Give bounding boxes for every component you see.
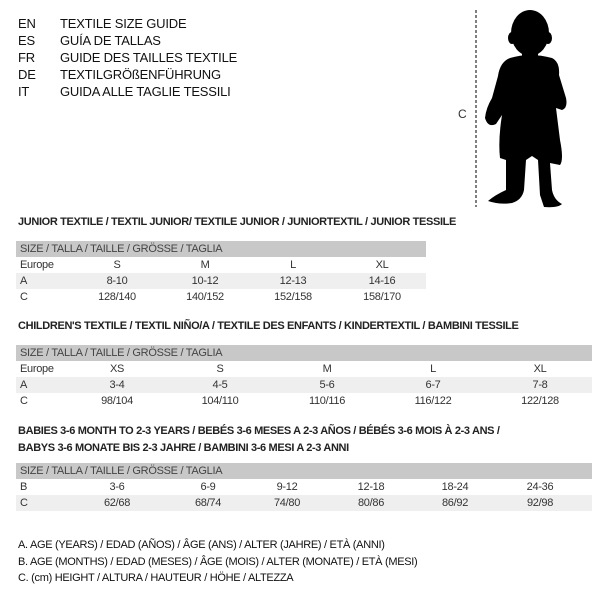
table-cell: 4-5: [212, 379, 228, 391]
lang-code-de: DE: [18, 67, 36, 82]
table-cell: 9-12: [276, 481, 298, 493]
legend-item-a: A. AGE (YEARS) / EDAD (AÑOS) / ÂGE (ANS)…: [18, 539, 385, 551]
table-cell: XS: [109, 363, 125, 375]
table-cell: XL: [375, 259, 389, 271]
row-label: C: [20, 395, 28, 407]
table-cell: 110/116: [308, 395, 346, 407]
table-row: Europe S M L XL: [16, 257, 426, 273]
table-row: C 128/140 140/152 152/158 158/170: [16, 289, 426, 305]
row-label: Europe: [20, 363, 54, 375]
row-label: C: [20, 291, 28, 303]
table-cell: 92/98: [526, 497, 554, 509]
table-row: A 3-4 4-5 5-6 6-7 7-8: [16, 377, 592, 393]
row-label: Europe: [20, 259, 54, 271]
table-cell: 116/122: [414, 395, 452, 407]
table-cell: M: [322, 363, 332, 375]
child-silhouette-figure: [475, 10, 567, 208]
table-cell: 104/110: [201, 395, 239, 407]
table-cell: 152/158: [274, 291, 312, 303]
table-cell: 24-36: [526, 481, 554, 493]
table-row: C 98/104 104/110 110/116 116/122 122/128: [16, 393, 592, 409]
table-cell: 7-8: [532, 379, 548, 391]
lang-title-en: TEXTILE SIZE GUIDE: [60, 16, 187, 31]
lang-title-it: GUIDA ALLE TAGLIE TESSILI: [60, 84, 231, 99]
table-cell: 62/68: [103, 497, 131, 509]
table-cell: 3-4: [109, 379, 125, 391]
table-cell: 68/74: [194, 497, 222, 509]
table-cell: 8-10: [106, 275, 128, 287]
table-cell: 12-18: [357, 481, 385, 493]
table-cell: 6-7: [425, 379, 441, 391]
junior-section-title: JUNIOR TEXTILE / TEXTIL JUNIOR/ TEXTILE …: [18, 216, 457, 228]
table-cell: 80/86: [357, 497, 385, 509]
lang-title-es: GUÍA DE TALLAS: [60, 33, 161, 48]
table-row: Europe XS S M L XL: [16, 361, 592, 377]
table-row: B 3-6 6-9 9-12 12-18 18-24 24-36: [16, 479, 592, 495]
children-size-table: SIZE / TALLA / TAILLE / GRÖSSE / TAGLIA …: [16, 345, 592, 409]
height-measure-label: C: [458, 107, 467, 121]
table-cell: 3-6: [109, 481, 125, 493]
table-row: C 62/68 68/74 74/80 80/86 86/92 92/98: [16, 495, 592, 511]
table-header: SIZE / TALLA / TAILLE / GRÖSSE / TAGLIA: [16, 463, 592, 479]
row-label: A: [20, 275, 28, 287]
lang-title-de: TEXTILGRÖßENFÜHRUNG: [60, 67, 221, 82]
lang-code-es: ES: [18, 33, 35, 48]
table-cell: 122/128: [521, 395, 559, 407]
table-row: A 8-10 10-12 12-13 14-16: [16, 273, 426, 289]
table-cell: 6-9: [200, 481, 216, 493]
table-cell: 12-13: [279, 275, 307, 287]
table-cell: 10-12: [191, 275, 219, 287]
legend-item-b: B. AGE (MONTHS) / EDAD (MESES) / ÂGE (MO…: [18, 556, 418, 568]
table-cell: XL: [533, 363, 547, 375]
lang-title-fr: GUIDE DES TAILLES TEXTILE: [60, 50, 238, 65]
table-cell: 158/170: [363, 291, 401, 303]
lang-code-en: EN: [18, 16, 36, 31]
table-header: SIZE / TALLA / TAILLE / GRÖSSE / TAGLIA: [16, 241, 426, 257]
row-label: C: [20, 497, 28, 509]
table-cell: S: [216, 363, 224, 375]
row-label: A: [20, 379, 28, 391]
table-cell: 128/140: [98, 291, 136, 303]
table-cell: 74/80: [273, 497, 301, 509]
babies-section-title-line1: BABIES 3-6 MONTH TO 2-3 YEARS / BEBÉS 3-…: [18, 425, 500, 437]
babies-section-title-line2: BABYS 3-6 MONATE BIS 2-3 JAHRE / BAMBINI…: [18, 442, 349, 454]
table-cell: 5-6: [319, 379, 335, 391]
table-cell: S: [113, 259, 121, 271]
table-cell: 18-24: [441, 481, 469, 493]
row-label: B: [20, 481, 28, 493]
lang-code-fr: FR: [18, 50, 35, 65]
legend-item-c: C. (cm) HEIGHT / ALTURA / HAUTEUR / HÖHE…: [18, 572, 294, 584]
table-cell: L: [290, 259, 296, 271]
junior-size-table: SIZE / TALLA / TAILLE / GRÖSSE / TAGLIA …: [16, 241, 426, 305]
table-cell: 86/92: [441, 497, 469, 509]
children-section-title: CHILDREN'S TEXTILE / TEXTIL NIÑO/A / TEX…: [18, 320, 519, 332]
table-cell: 98/104: [101, 395, 133, 407]
lang-code-it: IT: [18, 84, 30, 99]
table-cell: L: [430, 363, 436, 375]
babies-size-table: SIZE / TALLA / TAILLE / GRÖSSE / TAGLIA …: [16, 463, 592, 511]
table-header: SIZE / TALLA / TAILLE / GRÖSSE / TAGLIA: [16, 345, 592, 361]
table-cell: 140/152: [186, 291, 224, 303]
table-cell: 14-16: [368, 275, 396, 287]
table-cell: M: [200, 259, 210, 271]
child-silhouette-icon: [485, 10, 567, 208]
